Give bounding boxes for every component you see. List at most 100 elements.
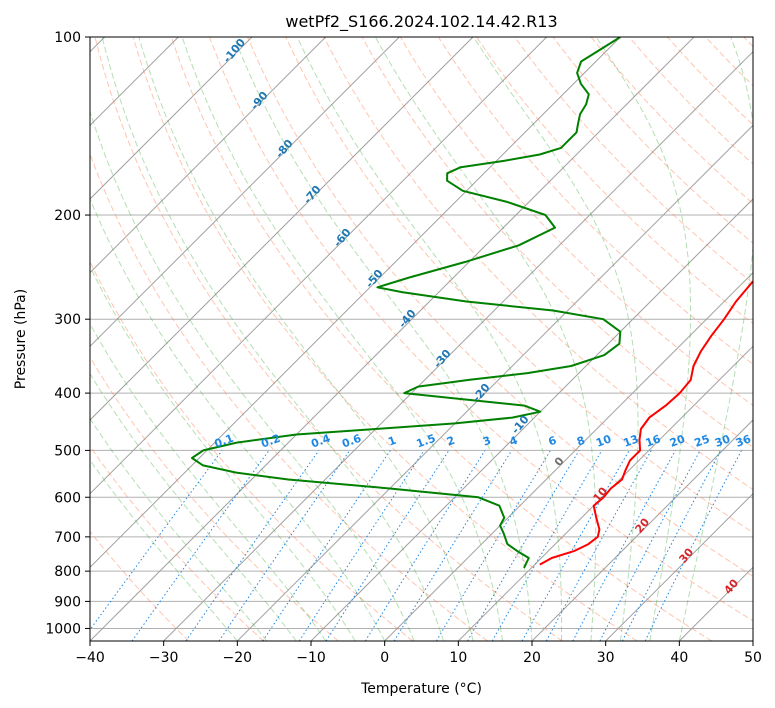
dry-adiabat-label: -90 (248, 89, 271, 113)
dry-adiabat-line (743, 37, 753, 48)
dry-adiabat-line (90, 260, 414, 641)
dry-adiabat-label: -50 (363, 267, 386, 291)
moist-adiabat-line (296, 37, 563, 641)
series-group (191, 37, 753, 569)
isotherm-line (752, 640, 753, 641)
mixing-ratio-label: 8 (575, 434, 587, 449)
mixing-ratio-line (298, 450, 425, 641)
moist-adiabat-line (181, 37, 503, 641)
mixing-ratio-line (185, 450, 320, 641)
mixing-ratio-line (262, 450, 391, 641)
mixing-ratio-label: 10 (594, 432, 613, 450)
mixing-ratio-line (393, 450, 513, 641)
isotherm-line (310, 198, 753, 641)
moist-adiabat-label: 10 (590, 484, 610, 504)
dry-adiabat-label: -30 (431, 347, 454, 371)
moist-adiabat-line (138, 37, 474, 641)
y-tick-label: 400 (54, 386, 81, 402)
mixing-ratio-label: 3 (481, 434, 493, 449)
background-lines (90, 37, 753, 641)
y-tick-label: 500 (54, 443, 81, 459)
isotherm-line (90, 37, 400, 348)
moist-adiabat-line (90, 265, 356, 641)
y-tick-label: 600 (54, 490, 81, 506)
x-tick-label: 30 (597, 650, 615, 666)
dry-adiabat-line (209, 37, 753, 622)
mixing-ratio-line (467, 450, 580, 641)
dry-adiabat-line (552, 37, 753, 244)
x-tick-label: 40 (670, 650, 688, 666)
dry-adiabat-line (437, 37, 753, 365)
mixing-ratio-label: 1.5 (415, 432, 438, 451)
dry-adiabat-line (90, 530, 190, 641)
mixing-ratio-label: 6 (547, 434, 559, 449)
x-axis-label: Temperature (°C) (360, 681, 482, 697)
mixing-ratio-label: 2 (445, 434, 457, 449)
temperature-profile-line (539, 280, 753, 566)
y-axis-label: Pressure (hPa) (13, 289, 29, 389)
dewpoint-profile-line (191, 37, 622, 569)
mixing-ratio-label: 0.1 (213, 432, 236, 451)
isotherm-line (531, 419, 753, 641)
isotherm-line (90, 37, 621, 569)
isotherm-line (457, 345, 753, 641)
x-tick-label: −30 (149, 650, 179, 666)
isotherm-line (90, 37, 253, 200)
isotherm-line (90, 37, 327, 274)
x-tick-label: −40 (75, 650, 105, 666)
mixing-ratio-label: 16 (644, 432, 663, 450)
moist-adiabat-line (473, 37, 639, 641)
dry-adiabat-line (170, 37, 712, 641)
moist-adiabat-line (90, 459, 238, 641)
y-tick-label: 700 (54, 530, 81, 546)
moist-adiabat-label: 0 (552, 454, 567, 468)
dry-adiabat-line (90, 445, 264, 641)
mixing-ratio-line (218, 450, 351, 641)
y-tick-label: 1000 (45, 621, 81, 637)
dry-adiabat-line (90, 152, 488, 641)
mixing-ratio-line (131, 450, 270, 641)
moist-adiabat-line (233, 37, 533, 641)
dry-adiabat-line (514, 37, 753, 284)
x-tick-label: 0 (380, 650, 389, 666)
mixing-ratio-line (521, 450, 630, 641)
mixing-ratio-label: 30 (713, 432, 732, 450)
mixing-ratio-label: 13 (622, 432, 641, 449)
y-tick-label: 300 (54, 312, 81, 328)
isotherm-line (678, 566, 753, 641)
moist-adiabat-line (678, 37, 753, 641)
dry-adiabat-line (285, 37, 753, 534)
mixing-ratio-label: 0.2 (259, 432, 282, 451)
moist-adiabat-label: 20 (632, 515, 652, 535)
axes-group: −40 −30 −20 −10 0 10 20 30 40 5010020030040050060… (45, 30, 762, 666)
moist-adiabat-line (90, 110, 415, 641)
mixing-ratio-line (90, 450, 223, 631)
dry-adiabat-line (90, 356, 339, 641)
mixing-ratio-line (325, 450, 450, 641)
isotherm-line (605, 492, 753, 641)
mixing-ratio-label: 20 (668, 432, 687, 450)
moist-adiabat-line (90, 322, 327, 641)
x-tick-label: −20 (223, 650, 253, 666)
dry-adiabat-line (132, 37, 638, 641)
isotherm-line (90, 37, 695, 641)
moist-adiabat-label: 30 (676, 545, 696, 565)
chart-title: wetPf2_S166.2024.102.14.42.R13 (285, 12, 557, 32)
isotherm-line (90, 37, 474, 421)
mixing-ratio-label: 25 (693, 432, 712, 449)
y-tick-label: 800 (54, 564, 81, 580)
mixing-ratio-line (545, 450, 652, 641)
mixing-ratio-line (644, 450, 742, 641)
y-tick-label: 200 (54, 208, 81, 224)
x-tick-label: −10 (296, 650, 326, 666)
moist-adiabat-line (90, 197, 386, 641)
mixing-ratio-line (435, 450, 552, 641)
mixing-ratio-label: 1 (386, 434, 398, 449)
isotherm-line (163, 50, 753, 641)
x-tick-label: 50 (744, 650, 762, 666)
dry-adiabat-line (399, 37, 753, 407)
isotherm-line (90, 37, 548, 495)
mixing-ratio-label: 0.6 (340, 432, 363, 451)
